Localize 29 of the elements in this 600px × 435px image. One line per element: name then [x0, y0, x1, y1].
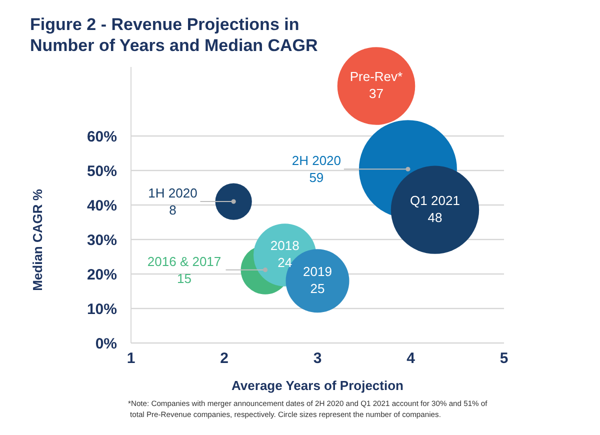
y-axis-title: Median CAGR %	[30, 188, 45, 291]
chart-title: Figure 2 - Revenue Projections in Number of Years and Median CAGR	[30, 15, 318, 55]
y-tick-label: 30%	[86, 232, 117, 249]
x-tick-label: 2	[220, 350, 228, 367]
x-axis-title: Average Years of Projection	[232, 378, 404, 393]
y-tick-label: 0%	[95, 335, 117, 352]
y-tick-label: 50%	[86, 162, 117, 180]
series-label: 2016 & 2017	[147, 254, 222, 269]
x-tick-label: 4	[406, 350, 416, 367]
y-tick-label: 60%	[86, 128, 117, 146]
x-tick-label: 1	[126, 350, 136, 367]
series-label: 2H 2020	[292, 153, 342, 168]
y-tick-label: 20%	[86, 266, 117, 284]
x-tick-label: 3	[313, 350, 322, 367]
x-tick-label: 5	[500, 350, 508, 367]
series-label: 1H 2020	[148, 186, 198, 201]
y-tick-label: 40%	[86, 197, 117, 214]
series-label: Pre-Rev*	[350, 68, 403, 84]
series-label: 2018	[270, 238, 300, 254]
annotation: 48	[428, 210, 442, 225]
annotation: 25	[310, 280, 325, 296]
series-label: 2019	[303, 264, 332, 279]
annotation: 37	[369, 86, 384, 101]
annotation: 8	[169, 202, 176, 218]
y-tick-label: 10%	[86, 300, 117, 318]
annotation: 24	[278, 255, 292, 270]
annotation: 15	[177, 270, 192, 286]
annotation: 59	[309, 170, 324, 186]
series-label: Q1 2021	[410, 192, 460, 208]
